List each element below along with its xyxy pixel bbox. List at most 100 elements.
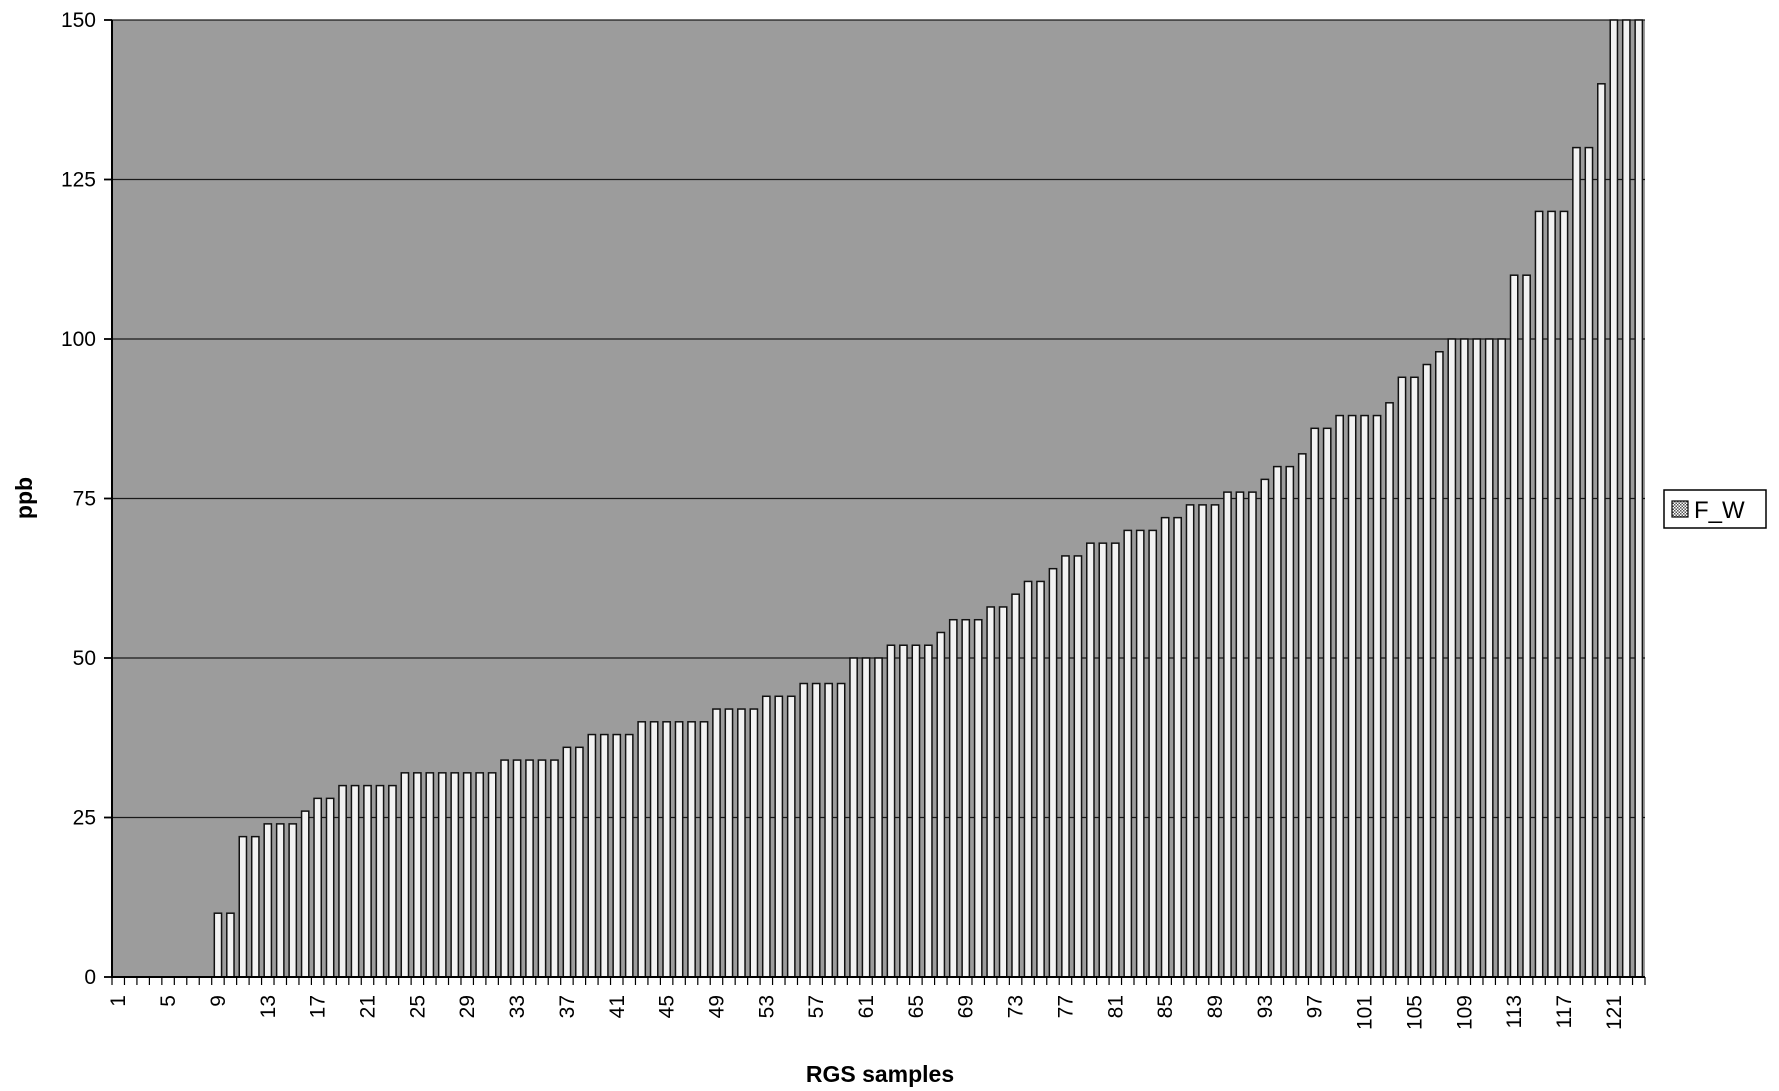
- bar: [1372, 414, 1382, 978]
- bar: [1509, 274, 1519, 978]
- bar: [1260, 478, 1270, 978]
- bar: [487, 772, 497, 978]
- bar: [761, 695, 771, 978]
- x-tick-label: 49: [705, 995, 728, 1018]
- x-tick-label: 37: [556, 995, 579, 1018]
- x-tick-label: 113: [1503, 995, 1526, 1028]
- bar: [1597, 83, 1606, 978]
- x-tick-label: 1: [107, 995, 130, 1007]
- bar: [1459, 338, 1469, 978]
- y-tick-label: 0: [84, 966, 96, 989]
- bar: [936, 631, 946, 978]
- bar: [911, 644, 921, 978]
- x-tick-label: 93: [1254, 995, 1277, 1018]
- bar: [300, 810, 310, 978]
- bar: [749, 708, 759, 978]
- x-tick-label: 53: [755, 995, 778, 1018]
- bar: [923, 644, 933, 978]
- bar: [1048, 567, 1058, 978]
- bar: [1584, 146, 1594, 978]
- bar: [1572, 146, 1581, 978]
- bar: [1098, 542, 1108, 978]
- bar: [537, 759, 547, 978]
- x-tick-label: 5: [157, 995, 180, 1007]
- x-tick-label: 77: [1054, 995, 1077, 1018]
- bar: [462, 772, 472, 978]
- y-tick-label: 125: [61, 169, 96, 192]
- bar: [1185, 504, 1195, 978]
- y-tick-label: 75: [73, 488, 96, 511]
- bar: [375, 784, 385, 978]
- bar: [425, 772, 435, 978]
- legend: F_W: [1663, 489, 1767, 529]
- bar: [1036, 580, 1045, 978]
- x-tick-label: 85: [1154, 995, 1177, 1018]
- bar: [699, 721, 709, 978]
- bar: [562, 746, 572, 978]
- bar: [363, 784, 372, 978]
- bar: [325, 797, 335, 978]
- bar: [450, 772, 460, 978]
- bar: [737, 708, 746, 978]
- bar: [226, 912, 235, 978]
- bar: [1472, 338, 1482, 978]
- x-tick-label: 109: [1453, 995, 1476, 1030]
- bar: [649, 721, 659, 978]
- bar: [1310, 427, 1320, 978]
- bar: [412, 772, 422, 978]
- bar: [475, 772, 485, 978]
- bar: [624, 733, 634, 978]
- x-tick-label: 33: [506, 995, 529, 1018]
- bar: [687, 721, 696, 978]
- bar: [1160, 516, 1170, 978]
- bar: [662, 721, 671, 978]
- bar: [1061, 555, 1070, 978]
- bar: [288, 823, 298, 978]
- bar: [712, 708, 721, 978]
- bar: [599, 733, 609, 978]
- bar: [986, 606, 996, 978]
- bar: [1385, 402, 1394, 978]
- bar: [250, 835, 260, 978]
- bar: [1285, 465, 1295, 978]
- x-tick-label: 105: [1403, 995, 1426, 1030]
- bar: [1360, 414, 1369, 978]
- x-tick-label: 25: [406, 995, 429, 1018]
- bar: [1272, 465, 1282, 978]
- bar: [1073, 555, 1083, 978]
- bar: [388, 784, 397, 978]
- bar: [1447, 338, 1457, 978]
- bar: [774, 695, 784, 978]
- bar: [587, 733, 597, 978]
- bar: [674, 721, 684, 978]
- x-axis-title: RGS samples: [806, 1061, 954, 1087]
- bar: [811, 682, 821, 978]
- x-tick-label: 65: [905, 995, 928, 1018]
- bar: [1522, 274, 1531, 978]
- bar: [786, 695, 796, 978]
- x-tick-label: 69: [955, 995, 978, 1018]
- axes: [104, 19, 1646, 985]
- bar: [1434, 351, 1444, 978]
- bar: [338, 784, 347, 978]
- bar: [275, 823, 285, 978]
- y-tick-label: 150: [61, 9, 96, 32]
- bar: [1123, 529, 1133, 978]
- bar: [238, 835, 248, 978]
- x-tick-label: 97: [1304, 995, 1327, 1018]
- bar: [1397, 376, 1407, 978]
- bar: [886, 644, 896, 978]
- bar: [1410, 376, 1419, 978]
- bar: [724, 708, 734, 978]
- x-tick-label: 17: [307, 995, 330, 1018]
- bar: [313, 797, 323, 978]
- bar: [500, 759, 509, 978]
- bar: [1609, 19, 1619, 978]
- bar: [1335, 414, 1345, 978]
- bar: [350, 784, 360, 978]
- bar: [1210, 504, 1220, 978]
- bar: [437, 772, 447, 978]
- bar: [973, 618, 983, 978]
- bar: [1422, 363, 1432, 978]
